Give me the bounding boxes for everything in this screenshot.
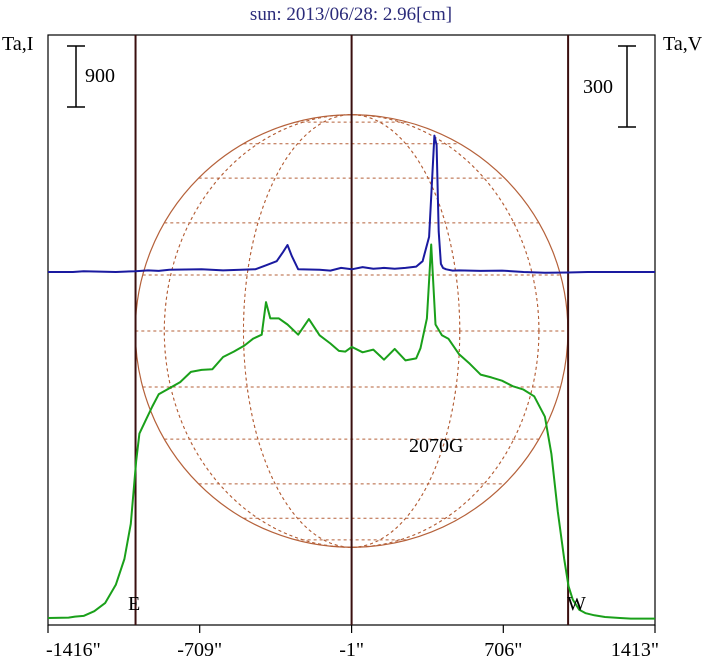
left-scale-bar-label: 900 — [85, 65, 115, 87]
right-scale-bar-label: 300 — [583, 76, 613, 98]
x-tick-label: -1" — [339, 639, 364, 660]
series-line-ta-i — [47, 243, 655, 620]
series-line-ta-v — [48, 134, 655, 274]
west-label: W — [567, 593, 586, 615]
x-tick-label: 706" — [484, 639, 522, 660]
east-label: E — [128, 593, 140, 615]
chart-title: sun: 2013/06/28: 2.96[cm] — [250, 4, 452, 25]
x-tick-label: -1416" — [46, 639, 101, 660]
annotation-2070g: 2070G — [409, 435, 463, 457]
left-scale-bar — [67, 45, 85, 108]
left-axis-label: Ta,I — [2, 33, 33, 55]
x-axis-ticks: -1416" -709" -1" 706" 1413" — [46, 625, 659, 660]
x-tick-label: 1413" — [611, 639, 659, 660]
right-scale-bar — [618, 45, 636, 128]
right-axis-label: Ta,V — [663, 33, 703, 55]
x-tick-label: -709" — [177, 639, 222, 660]
